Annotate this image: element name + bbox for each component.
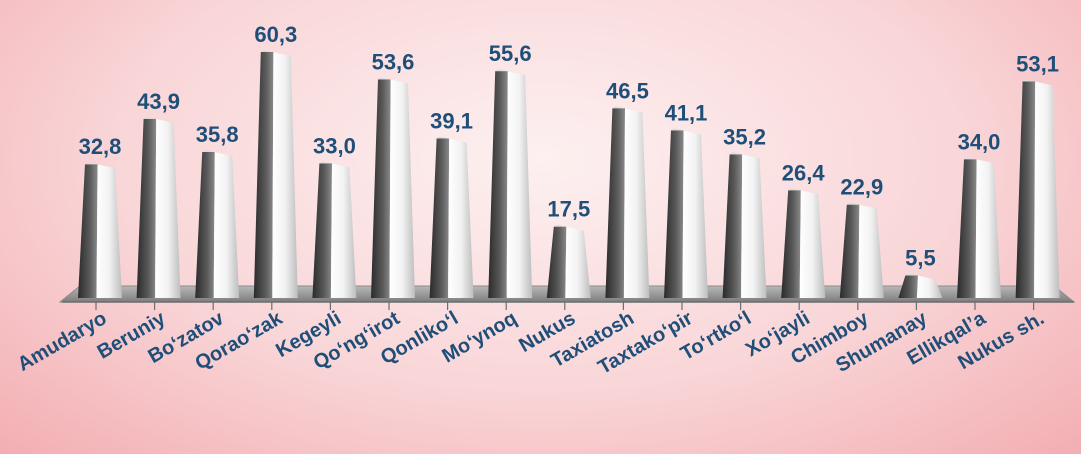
- category-labels: AmudaryoBeruniyBo‘zatovQorao‘zakKegeyliQ…: [14, 307, 1048, 379]
- bar-face-dark: [253, 52, 274, 298]
- bar-qonliko-l: [429, 136, 474, 298]
- bar-face-light: [389, 79, 415, 298]
- value-labels: 32,8 43,9 35,8 60,3 33,0 53,6 39,1 55,6 17,5 46,5…: [79, 22, 1059, 271]
- bar-face-dark: [546, 226, 567, 298]
- value-label-mo-ynoq: 55,6: [489, 41, 532, 66]
- bar-face-dark: [722, 154, 743, 298]
- bar-face-light: [96, 164, 122, 298]
- value-label-shumanay: 5,5: [905, 246, 936, 271]
- bar-cap: [905, 273, 936, 280]
- value-label-amudaryo: 32,8: [79, 134, 122, 159]
- bar-face-dark: [195, 151, 215, 298]
- value-label-taxtako-pir: 41,1: [665, 100, 708, 125]
- value-label-kegeyli: 33,0: [313, 133, 356, 158]
- bar-chimboy: [839, 202, 884, 298]
- bar-shumanay: [898, 273, 943, 298]
- bar-cap: [612, 106, 643, 113]
- bar-face-light: [155, 118, 181, 298]
- bar-taxtako-pir: [664, 128, 708, 298]
- bar-face-dark: [136, 118, 157, 298]
- value-label-bo-zatov: 35,8: [196, 122, 239, 147]
- bar-nukus-sh: [1015, 79, 1060, 298]
- bar-face-light: [213, 151, 240, 298]
- value-label-nukus-sh: 53,1: [1016, 51, 1059, 76]
- bar-cap: [436, 136, 467, 143]
- bar-cap: [964, 157, 994, 164]
- bar-cap: [846, 202, 877, 209]
- bar-face-dark: [78, 164, 98, 298]
- value-label-xo-jayli: 26,4: [782, 160, 826, 185]
- bar-face-dark: [957, 159, 977, 298]
- bar-face-light: [682, 130, 708, 298]
- value-label-nukus: 17,5: [547, 197, 590, 222]
- bar-face-light: [975, 159, 1001, 298]
- bar-face-light: [330, 163, 357, 298]
- bar-nukus: [546, 224, 591, 298]
- bar-face-dark: [605, 108, 625, 298]
- bar-cap: [788, 188, 819, 195]
- bar-face-dark: [488, 71, 508, 298]
- x-ticks: [95, 302, 1035, 310]
- bar-cap: [1022, 79, 1053, 86]
- value-label-taxiatosh: 46,5: [606, 78, 649, 103]
- bar-face-light: [741, 154, 767, 298]
- bar-face-dark: [1015, 81, 1036, 298]
- bar-kegeyli: [312, 161, 357, 298]
- bar-face-dark: [312, 163, 332, 298]
- bar-face-light: [799, 190, 826, 298]
- bar-face-light: [1034, 81, 1060, 298]
- value-label-qonliko-l: 39,1: [430, 108, 473, 133]
- bar-amudaryo: [78, 162, 122, 298]
- bar-cap: [143, 116, 174, 123]
- bar-face-light: [565, 226, 591, 298]
- category-label-amudaryo: Amudaryo: [14, 307, 111, 376]
- bar-face-dark: [429, 138, 450, 298]
- bar-ellikqal-a: [957, 157, 1001, 298]
- bar-taxiatosh: [605, 106, 650, 298]
- bar-cap: [553, 224, 584, 231]
- value-label-beruniy: 43,9: [137, 89, 180, 114]
- value-label-ellikqal-a: 34,0: [958, 129, 1001, 154]
- bar-face-light: [916, 275, 943, 298]
- bar-beruniy: [136, 116, 181, 298]
- value-label-to-rtko-l: 35,2: [723, 124, 766, 149]
- bar-face-dark: [371, 79, 391, 298]
- bar-cap: [319, 161, 350, 168]
- bar-face-light: [506, 71, 533, 298]
- bar-cap: [729, 152, 760, 159]
- bar-face-light: [858, 204, 884, 298]
- bar-face-dark: [781, 190, 801, 298]
- bar-face-light: [448, 138, 474, 298]
- bar-cap: [495, 69, 526, 76]
- value-label-qo-ng-irot: 53,6: [372, 49, 415, 74]
- bar-face-light: [272, 52, 298, 298]
- bar-cap: [260, 50, 291, 56]
- value-label-qorao-zak: 60,3: [254, 22, 297, 47]
- bar-cap: [85, 162, 115, 169]
- bar-bo-zatov: [195, 149, 240, 298]
- bar-qo-ng-irot: [371, 77, 415, 298]
- bar-face-dark: [839, 204, 860, 298]
- bar-cap: [202, 149, 233, 156]
- bar-face-dark: [664, 130, 684, 298]
- bar-face-light: [623, 108, 650, 298]
- bar-xo-jayli: [781, 188, 826, 298]
- bar-cap: [671, 128, 701, 135]
- bar-to-rtko-l: [722, 152, 767, 298]
- bar-qorao-zak: [253, 50, 298, 298]
- bar-face-dark: [898, 275, 918, 298]
- bar-mo-ynoq: [488, 69, 533, 298]
- value-label-chimboy: 22,9: [840, 175, 883, 200]
- bar-cap: [378, 77, 408, 84]
- bars: [78, 50, 1060, 298]
